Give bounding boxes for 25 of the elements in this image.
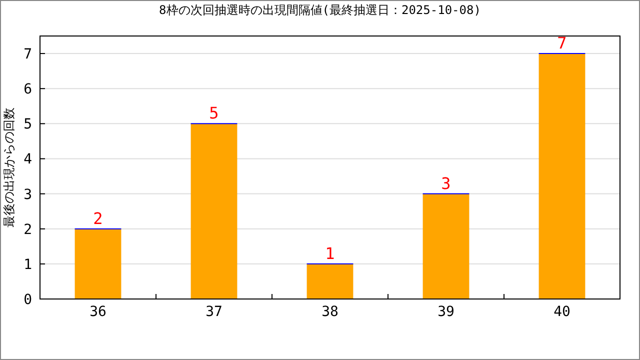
bar [74, 228, 122, 299]
x-tick-label: 40 [554, 304, 570, 320]
data-label: 2 [93, 208, 103, 228]
bar [422, 194, 470, 299]
x-tick-label: 37 [206, 304, 222, 320]
data-label: 7 [557, 34, 567, 53]
y-tick-label: 0 [24, 292, 32, 308]
y-tick-label: 6 [24, 82, 32, 98]
bar [190, 124, 238, 299]
y-tick-label: 1 [24, 256, 32, 273]
y-tick-label: 4 [24, 152, 32, 168]
y-tick-label: 7 [24, 46, 32, 63]
y-axis-title: 最後の出現からの回数 [2, 108, 16, 228]
y-tick-label: 3 [24, 186, 32, 203]
data-label: 3 [441, 174, 451, 193]
x-tick-label: 38 [322, 304, 338, 320]
y-tick-label: 5 [24, 116, 32, 133]
y-tick-label: 2 [24, 222, 32, 238]
data-label: 1 [325, 244, 335, 263]
chart-title: 8枠の次回抽選時の出現間隔値(最終抽選日：2025-10-08) [159, 3, 481, 17]
data-label: 5 [209, 104, 219, 123]
bar [538, 54, 586, 299]
x-tick-label: 36 [90, 304, 106, 320]
bar [306, 264, 354, 299]
x-tick-label: 39 [438, 304, 454, 320]
